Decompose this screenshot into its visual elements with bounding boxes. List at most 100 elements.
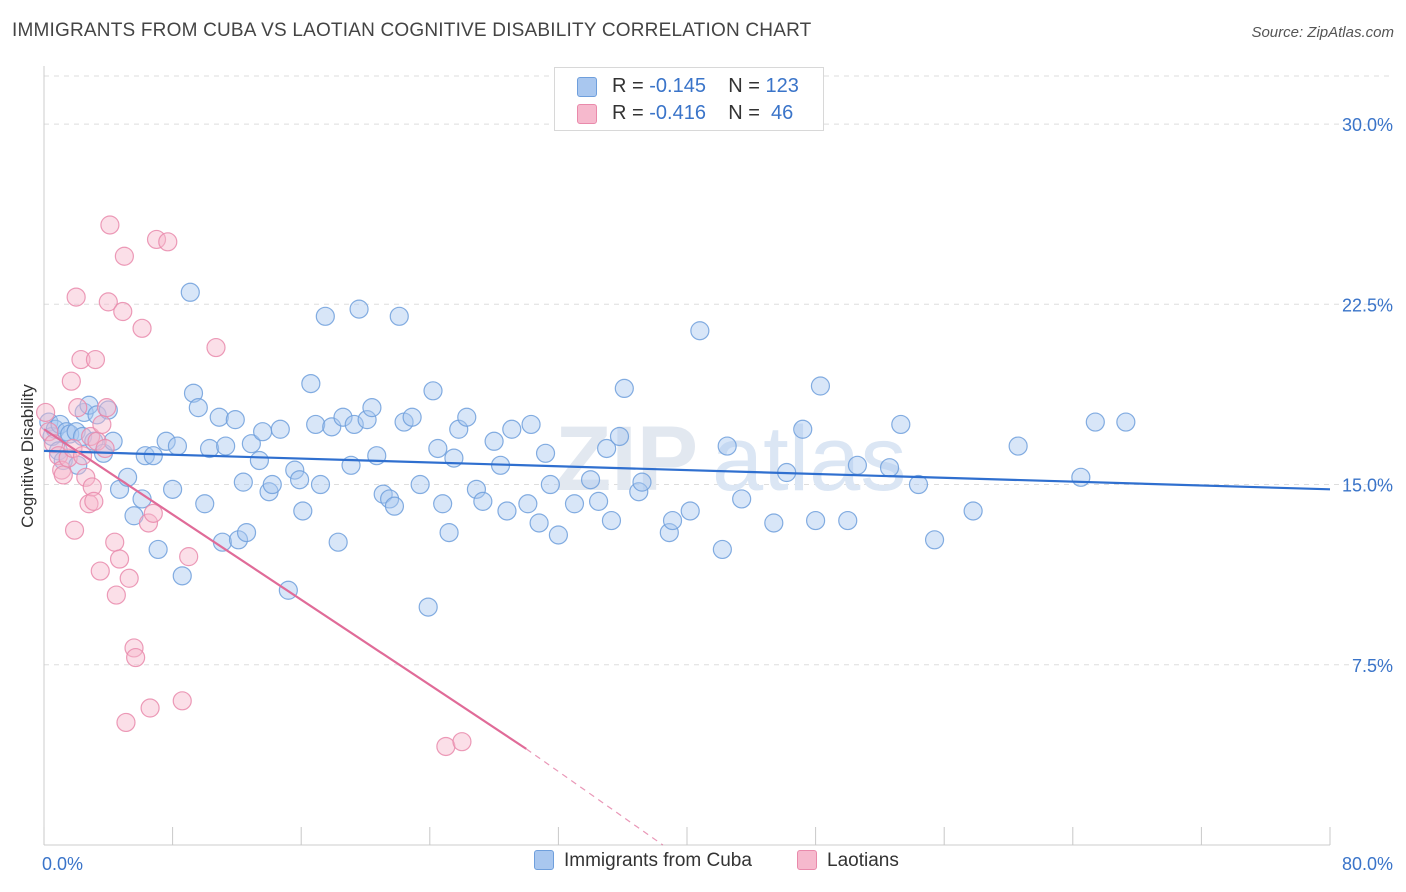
laotian-point — [61, 371, 81, 391]
cuba-point — [228, 530, 249, 550]
cuba-point — [632, 472, 652, 492]
laotian-point — [140, 698, 160, 718]
cuba-point — [1116, 412, 1136, 432]
y-axis-label: Cognitive Disability — [18, 384, 37, 528]
cuba-point — [484, 431, 504, 451]
cuba-point — [518, 494, 538, 514]
r-label: R = — [612, 75, 650, 97]
source-label: Source: ZipAtlas.com — [1251, 24, 1394, 41]
cuba-point — [564, 494, 585, 514]
x-tick-label: 80.0% — [1342, 854, 1393, 874]
cuba-point — [908, 474, 929, 495]
laotian-point — [95, 438, 115, 459]
bottom-legend-label: Immigrants from Cuba — [564, 850, 752, 871]
laotian-point — [82, 477, 102, 497]
laotian-point — [98, 292, 118, 312]
cuba-point — [879, 458, 900, 478]
cuba-point — [156, 431, 176, 451]
cuba-point — [662, 510, 683, 531]
tick-labels: 7.5% 15.0% 22.5% 30.0% 0.0% 80.0% — [42, 115, 1393, 874]
legend-swatch-laotians — [577, 104, 597, 124]
n-value: 123 — [765, 75, 799, 97]
cuba-point — [847, 455, 867, 475]
laotian-point — [146, 229, 167, 250]
laotian-trend-line — [43, 428, 527, 750]
cuba-point — [601, 510, 622, 531]
laotian-point — [76, 467, 96, 487]
cuba-point — [690, 321, 710, 341]
cuba-point — [183, 383, 204, 403]
y-tick-label: 15.0% — [1342, 476, 1393, 496]
x-tick-label: 0.0% — [42, 854, 83, 874]
stats-legend: R = -0.145 N = 123 R = -0.416 N = 46 — [554, 67, 824, 131]
trend-lines — [43, 428, 1331, 846]
y-tick-label: 30.0% — [1342, 115, 1393, 135]
laotian-point — [64, 520, 85, 540]
cuba-point — [253, 422, 273, 442]
laotian-point — [97, 398, 117, 418]
laotian-point — [138, 513, 159, 533]
cuba-point — [805, 510, 826, 531]
n-label: N = — [728, 75, 766, 97]
cuba-point — [793, 419, 813, 439]
cuba-point — [680, 501, 700, 521]
laotian-point — [58, 448, 78, 468]
laotian-point — [109, 549, 130, 569]
laotian-trend-extension — [525, 748, 664, 846]
cuba-point — [306, 414, 326, 435]
axes — [43, 66, 1331, 846]
cuba-point — [521, 414, 541, 435]
data-points — [36, 215, 1136, 757]
cuba-point — [418, 597, 438, 617]
cuba-point — [167, 436, 188, 456]
laotian-point — [114, 246, 134, 266]
cuba-point — [473, 491, 493, 511]
laotian-point — [132, 318, 152, 338]
cuba-point — [236, 522, 257, 543]
cuba-point — [838, 510, 858, 531]
laotian-point — [71, 349, 91, 370]
laotian-point — [85, 349, 106, 370]
laotian-point — [206, 337, 226, 358]
cuba-point — [50, 414, 70, 435]
laotian-point — [143, 503, 163, 523]
r-value: -0.416 — [649, 102, 706, 124]
cuba-point — [529, 513, 549, 533]
cuba-point — [310, 474, 331, 495]
cuba-point — [209, 407, 229, 427]
cuba-point — [328, 532, 348, 552]
laotian-point — [452, 732, 472, 752]
laotian-point — [105, 532, 125, 552]
laotian-point — [36, 402, 56, 423]
cuba-point — [924, 530, 945, 550]
cuba-point — [609, 426, 630, 447]
laotian-point — [113, 301, 133, 322]
n-value: 46 — [765, 102, 794, 124]
cuba-point — [891, 414, 911, 435]
cuba-point — [188, 398, 208, 418]
cuba-point — [103, 431, 123, 451]
cuba-point — [289, 470, 310, 490]
laotian-point — [158, 232, 178, 252]
cuba-point — [402, 407, 422, 427]
laotian-point — [124, 638, 144, 658]
cuba-point — [357, 410, 377, 430]
cuba-point — [410, 474, 430, 495]
cuba-trend-line — [43, 449, 1331, 491]
laotian-point — [106, 585, 126, 605]
cuba-point — [216, 436, 236, 456]
cuba-point — [233, 472, 253, 492]
cuba-point — [143, 446, 163, 466]
cuba-point — [249, 450, 270, 471]
cuba-point — [1008, 436, 1028, 456]
cuba-point — [502, 419, 522, 439]
cuba-point — [172, 566, 192, 586]
laotian-point — [68, 398, 88, 418]
cuba-point — [180, 282, 200, 302]
cuba-point — [588, 491, 609, 511]
chart-title: IMMIGRANTS FROM CUBA VS LAOTIAN COGNITIV… — [12, 20, 812, 41]
cuba-point — [423, 381, 443, 401]
cuba-point — [1071, 467, 1091, 487]
cuba-point — [717, 436, 737, 456]
cuba-point — [439, 522, 459, 543]
